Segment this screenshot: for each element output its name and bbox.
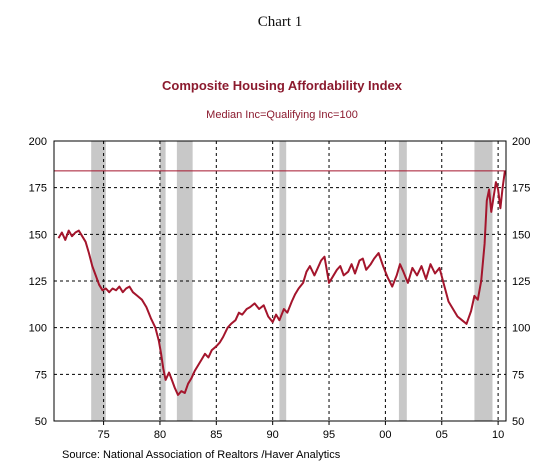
series-layer [57,170,506,396]
y-tick-label-left: 175 [29,183,47,195]
x-tick-label: 95 [323,429,335,441]
plot-frame [53,140,507,422]
x-tick-label: 10 [492,429,504,441]
chart-subtitle: Median Inc=Qualifying Inc=100 [206,109,358,121]
y-tick-label-left: 100 [29,323,47,335]
x-tick-label: 75 [97,429,109,441]
series-line-1 [57,170,506,396]
page-caption: Chart 1 [257,14,303,30]
y-tick-label-left: 125 [29,276,47,288]
y-tick-label-right: 175 [512,183,530,195]
recession-band-3 [176,141,193,421]
y-tick-label-right: 125 [512,276,530,288]
y-tick-labels-right: 50 75 100 125 150 175 200 [512,136,530,428]
x-tick-labels: 75 80 85 90 95 00 05 10 [97,421,504,441]
x-tick-label: 05 [436,429,448,441]
y-tick-label-left: 50 [35,416,47,428]
y-tick-label-left: 200 [29,136,47,148]
source-note: Source: National Association of Realtors… [62,449,341,461]
x-tick-label: 90 [267,429,279,441]
x-tick-label: 85 [210,429,222,441]
y-tick-labels-left: 50 75 100 125 150 175 200 [29,136,47,428]
y-tick-label-left: 75 [35,369,47,381]
x-tick-label: 00 [379,429,391,441]
y-tick-label-right: 100 [512,323,530,335]
y-tick-label-right: 75 [512,369,524,381]
x-tick-label: 80 [154,429,166,441]
recession-band-6 [474,141,493,421]
y-tick-label-right: 50 [512,416,524,428]
y-tick-label-right: 200 [512,136,530,148]
y-tick-label-right: 150 [512,229,530,241]
chart-title: Composite Housing Affordability Index [162,78,403,93]
y-tick-label-left: 150 [29,229,47,241]
